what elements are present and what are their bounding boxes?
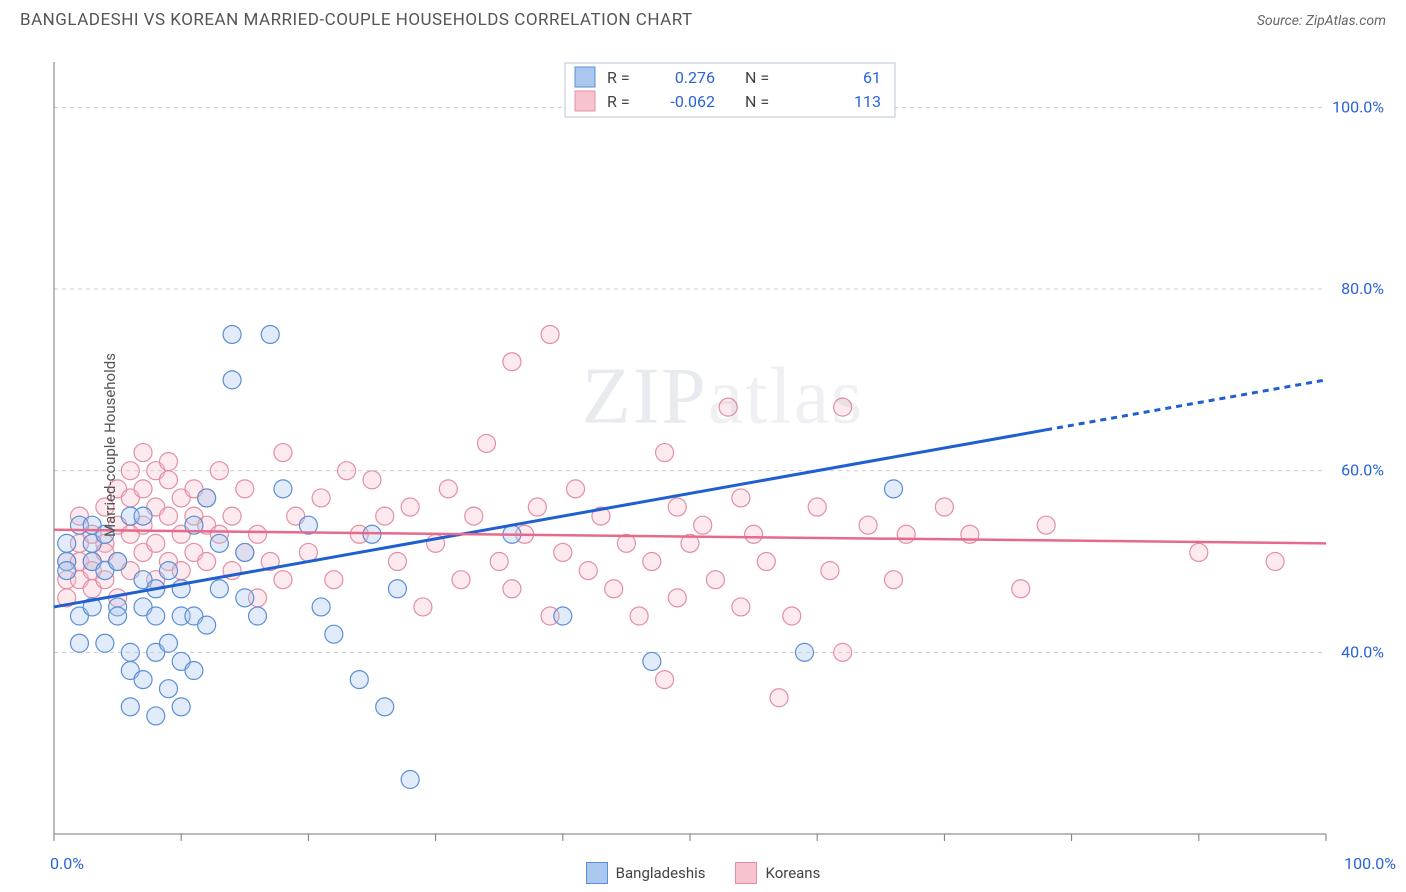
bottom-legend: Bangladeshis Koreans	[0, 862, 1406, 884]
chart-title: BANGLADESHI VS KOREAN MARRIED-COUPLE HOU…	[20, 10, 693, 30]
legend-item-koreans: Koreans	[735, 862, 820, 884]
source-label: Source: ZipAtlas.com	[1257, 13, 1386, 29]
svg-text:R =: R =	[607, 92, 630, 111]
svg-text:-0.062: -0.062	[670, 92, 715, 111]
chart-area: Married-couple Households 40.0% 60.0% 80.0…	[50, 48, 1396, 842]
scatter-chart: 40.0% 60.0% 80.0% 100.0% R = 0.276 N = 61 R = -0.…	[50, 48, 1396, 842]
y-tick-label: 80.0%	[1341, 279, 1384, 298]
y-tick-label: 60.0%	[1341, 461, 1384, 480]
svg-text:0.276: 0.276	[675, 68, 715, 87]
y-axis-label: Married-couple Households	[101, 353, 119, 537]
legend-swatch-koreans	[735, 862, 757, 884]
legend-label-bangladeshis: Bangladeshis	[616, 864, 706, 882]
svg-text:N =: N =	[745, 68, 769, 87]
legend-label-koreans: Koreans	[765, 864, 820, 882]
y-tick-label: 100.0%	[1332, 97, 1384, 116]
svg-text:113: 113	[854, 92, 881, 111]
svg-text:R =: R =	[607, 68, 630, 87]
legend-swatch-bangladeshis	[586, 862, 608, 884]
svg-text:N =: N =	[745, 92, 769, 111]
y-tick-label: 40.0%	[1341, 642, 1384, 661]
stats-box: R = 0.276 N = 61 R = -0.062 N = 113	[565, 63, 895, 117]
legend-item-bangladeshis: Bangladeshis	[586, 862, 706, 884]
svg-text:61: 61	[863, 68, 881, 87]
